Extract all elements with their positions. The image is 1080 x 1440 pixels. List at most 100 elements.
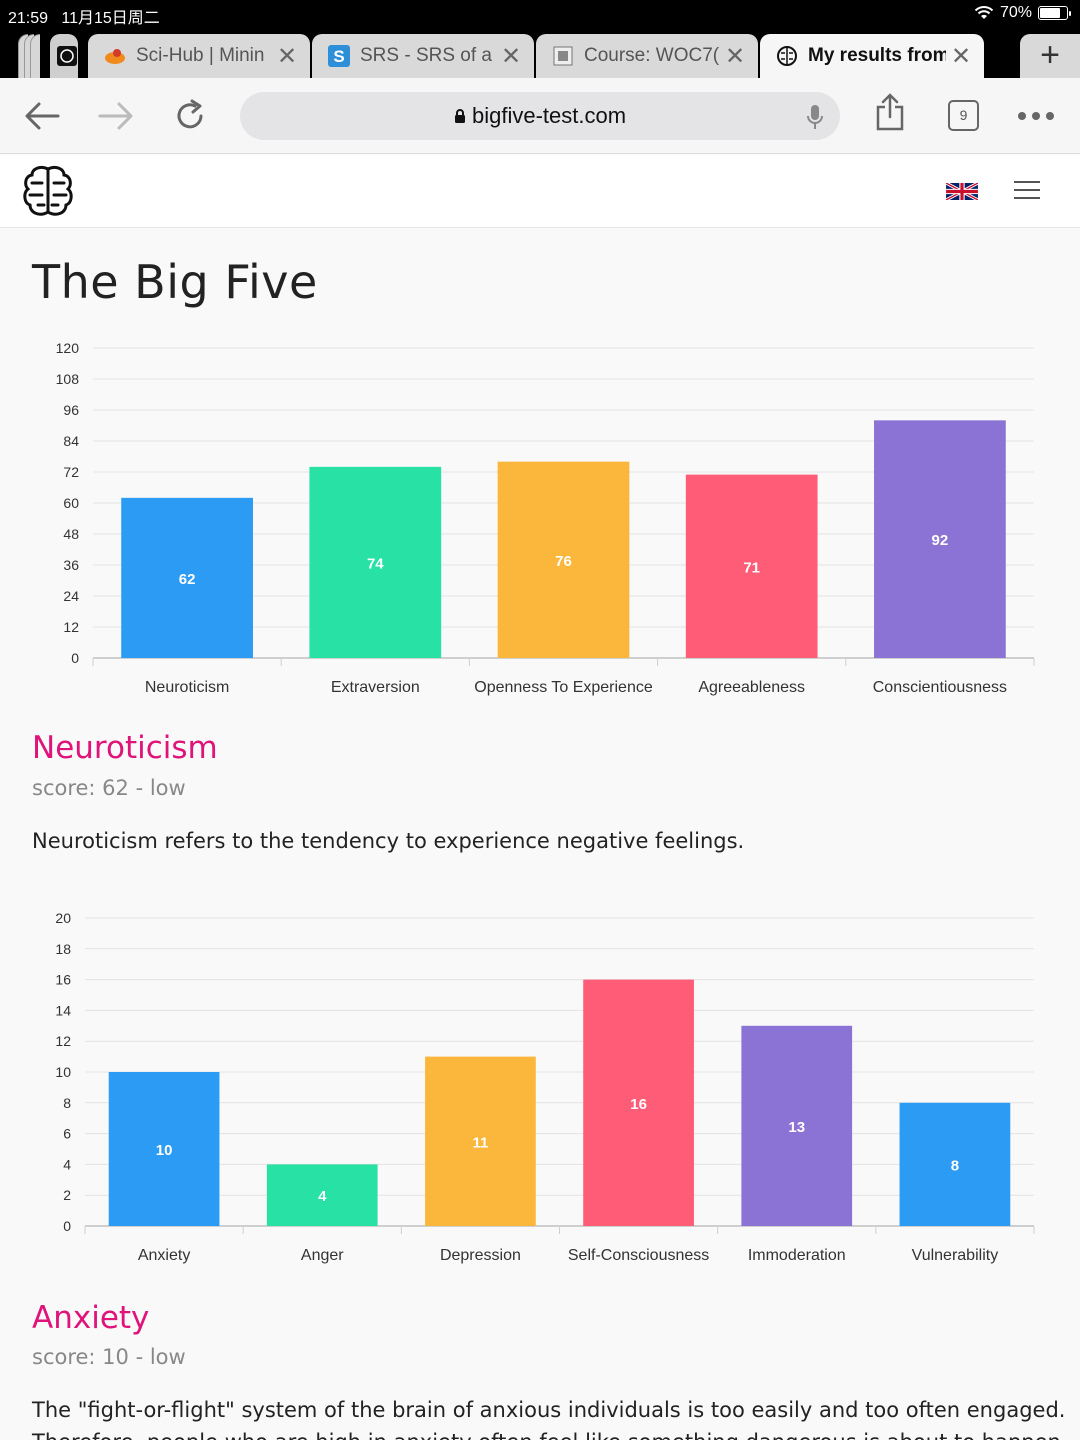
forward-icon[interactable]	[96, 96, 136, 136]
section-title-anxiety: Anxiety	[32, 1300, 150, 1336]
y-tick-label: 48	[63, 526, 79, 542]
y-tick-label: 20	[55, 910, 71, 926]
svg-text:S: S	[333, 47, 344, 66]
bar-value-label: 76	[555, 553, 572, 570]
microphone-icon[interactable]	[806, 104, 824, 130]
x-tick-label: Anger	[301, 1247, 344, 1264]
uk-flag-icon[interactable]	[945, 181, 979, 205]
x-tick-label: Agreeableness	[698, 679, 805, 696]
back-icon[interactable]	[22, 96, 62, 136]
brain-logo-icon[interactable]	[20, 163, 76, 224]
bar-value-label: 71	[743, 559, 760, 576]
tab-title: Course: WOC7(	[584, 45, 720, 66]
x-tick-label: Conscientiousness	[873, 679, 1007, 696]
close-icon[interactable]: ✕	[950, 42, 972, 70]
bar-immoderation[interactable]	[741, 1025, 853, 1226]
close-icon[interactable]: ✕	[500, 42, 522, 70]
y-tick-label: 12	[63, 619, 79, 635]
bar-vulnerability[interactable]	[899, 1102, 1011, 1226]
bar-conscientiousness[interactable]	[874, 420, 1006, 658]
bar-agreeableness[interactable]	[685, 474, 818, 658]
bar-anxiety[interactable]	[108, 1072, 220, 1226]
bar-value-label: 74	[367, 555, 384, 572]
y-tick-label: 10	[55, 1064, 71, 1080]
y-tick-label: 14	[55, 1002, 71, 1018]
y-tick-label: 18	[55, 941, 71, 957]
score-anxiety: score: 10 - low	[32, 1345, 186, 1369]
bar-anger[interactable]	[266, 1164, 378, 1226]
description-anxiety-line-1: The "fight-or-flight" system of the brai…	[32, 1398, 1066, 1422]
y-tick-label: 120	[56, 340, 80, 356]
course-icon	[552, 45, 574, 67]
description-anxiety-line-2: Therefore, people who are high in anxiet…	[32, 1430, 1068, 1440]
site-header	[0, 155, 1080, 228]
y-tick-label: 16	[55, 972, 71, 988]
score-neuroticism: score: 62 - low	[32, 776, 186, 800]
y-tick-label: 0	[63, 1218, 71, 1234]
y-tick-label: 84	[63, 433, 79, 449]
neuroticism-facets-chart: 0 2 4 6 8 10 12 14 16 18 20 10 Anxiety 4 Anger 11 Depres…	[55, 910, 1035, 1264]
bar-openness-to-experience[interactable]	[497, 461, 630, 658]
battery-percent: 70%	[999, 4, 1032, 21]
y-tick-label: 108	[56, 371, 80, 387]
tab-srs[interactable]: S SRS - SRS of a ✕	[312, 34, 534, 78]
x-tick-label: Vulnerability	[912, 1247, 999, 1264]
x-tick-label: Immoderation	[748, 1247, 846, 1264]
tab-stack-icon[interactable]	[18, 34, 48, 78]
brain-icon	[776, 45, 798, 67]
share-icon[interactable]	[870, 92, 910, 132]
bar-value-label: 62	[179, 571, 196, 588]
lock-icon	[454, 109, 465, 123]
srs-icon: S	[328, 45, 350, 67]
y-tick-label: 96	[63, 402, 79, 418]
tab-my-results[interactable]: My results from ✕	[760, 34, 984, 78]
tab-course[interactable]: Course: WOC7( ✕	[536, 34, 758, 78]
tab-title: SRS - SRS of a	[360, 45, 492, 66]
bar-value-label: 13	[788, 1119, 805, 1136]
tab-strip: Sci-Hub | Minin ✕ S SRS - SRS of a ✕ Cou…	[0, 28, 1080, 78]
bar-value-label: 10	[156, 1142, 173, 1159]
y-tick-label: 8	[63, 1095, 71, 1111]
address-bar[interactable]: bigfive-test.com	[240, 92, 840, 140]
x-tick-label: Anxiety	[138, 1247, 190, 1264]
status-bar: 21:59 11月15日周二 70%	[0, 0, 1080, 28]
bar-value-label: 16	[630, 1096, 647, 1113]
page-title: The Big Five	[32, 255, 318, 309]
close-icon[interactable]: ✕	[724, 42, 746, 70]
y-tick-label: 36	[63, 557, 79, 573]
tab-sci-hub[interactable]: Sci-Hub | Minin ✕	[88, 34, 310, 78]
status-time: 21:59 11月15日周二	[8, 10, 160, 27]
big-five-chart: 0 12 24 36 48 60 72 84 96 108 120 62 Neuroticism 74 Ex…	[56, 340, 1035, 696]
wifi-icon	[974, 6, 994, 19]
reload-icon[interactable]	[170, 96, 210, 136]
y-tick-label: 6	[63, 1126, 71, 1142]
x-tick-label: Self-Consciousness	[568, 1247, 709, 1264]
section-title-neuroticism: Neuroticism	[32, 730, 218, 766]
bar-self-consciousness[interactable]	[583, 979, 694, 1226]
pinned-tab[interactable]	[50, 34, 78, 78]
tab-count-button[interactable]: 9	[948, 100, 979, 131]
hamburger-menu-icon[interactable]	[1014, 181, 1040, 201]
y-tick-label: 0	[71, 650, 79, 666]
bar-value-label: 8	[951, 1157, 959, 1174]
x-tick-label: Openness To Experience	[474, 679, 653, 696]
tab-title: My results from	[808, 45, 946, 66]
y-tick-label: 24	[63, 588, 79, 604]
bar-neuroticism[interactable]	[121, 497, 253, 658]
y-tick-label: 12	[55, 1033, 71, 1049]
bar-value-label: 92	[932, 532, 949, 549]
new-tab-button[interactable]: +	[1020, 34, 1080, 78]
bar-value-label: 11	[472, 1134, 488, 1151]
browser-toolbar: bigfive-test.com 9	[0, 78, 1080, 154]
sci-hub-icon	[104, 45, 126, 67]
bar-value-label: 4	[318, 1188, 327, 1205]
bar-depression[interactable]	[425, 1056, 536, 1226]
close-icon[interactable]: ✕	[276, 42, 298, 70]
y-tick-label: 72	[63, 464, 79, 480]
description-neuroticism: Neuroticism refers to the tendency to ex…	[32, 829, 745, 853]
y-tick-label: 2	[63, 1187, 71, 1203]
x-tick-label: Depression	[440, 1247, 521, 1264]
more-options-icon[interactable]	[1016, 96, 1056, 136]
y-tick-label: 60	[63, 495, 79, 511]
bar-extraversion[interactable]	[309, 466, 442, 658]
